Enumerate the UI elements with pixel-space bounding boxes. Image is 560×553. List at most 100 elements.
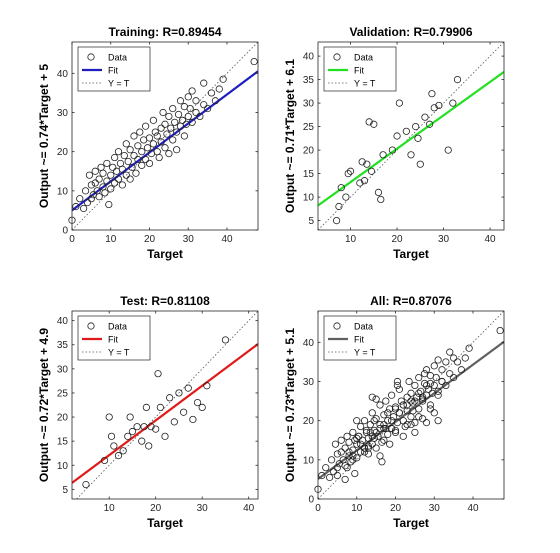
x-tick-label: 0 (69, 234, 75, 245)
data-point (192, 108, 200, 117)
x-tick-label: 10 (105, 234, 117, 245)
data-point (366, 420, 374, 429)
y-tick-label: 0 (62, 226, 68, 237)
data-point (420, 379, 429, 388)
y-tick-label: 10 (57, 186, 69, 197)
y-tick-label: 30 (303, 377, 315, 388)
data-point (388, 391, 396, 399)
axes-frame (317, 41, 505, 231)
data-point (136, 128, 144, 136)
axes-frame (71, 41, 259, 231)
y-axis-label: Output ~= 0.72*Target + 4.9 (37, 328, 51, 482)
data-point (430, 409, 438, 417)
data-point (333, 464, 341, 472)
data-point (411, 428, 419, 437)
data-point (157, 124, 165, 132)
y-tick-label: 20 (57, 413, 69, 424)
data-point (95, 175, 103, 183)
data-point (156, 403, 164, 412)
y-tick-label: 20 (303, 416, 315, 427)
data-point (366, 428, 374, 437)
data-point (411, 397, 419, 405)
data-point (147, 423, 155, 431)
data-point (151, 128, 159, 136)
y-tick-label: 25 (303, 122, 315, 133)
data-point (395, 409, 403, 417)
x-tick-label: 10 (345, 234, 357, 245)
data-point (111, 179, 119, 187)
legend-marker-data (87, 53, 95, 61)
data-point (189, 415, 197, 424)
data-point (159, 108, 167, 117)
legend-label: Y = T (354, 79, 376, 89)
data-point (461, 354, 469, 362)
data-point (364, 444, 372, 452)
chart-title: Training: R=0.89454 (108, 25, 221, 39)
data-point (105, 200, 113, 209)
data-point (402, 127, 410, 135)
data-point (435, 101, 443, 110)
data-point (118, 181, 126, 189)
data-point (438, 366, 446, 374)
data-point (380, 436, 388, 444)
chart-title: Validation: R=0.79906 (349, 25, 472, 39)
data-point (211, 97, 219, 105)
data-point (395, 385, 403, 393)
data-point (355, 432, 363, 440)
data-point (397, 397, 405, 405)
data-point (219, 75, 227, 83)
data-point (419, 415, 427, 423)
legend: Data Fit Y = T (323, 46, 397, 92)
data-point (122, 171, 130, 179)
data-point (80, 204, 88, 213)
data-point (380, 411, 388, 419)
data-point (378, 438, 386, 446)
data-point (465, 344, 473, 352)
data-point (444, 146, 452, 154)
data-point (391, 405, 400, 413)
data-point (161, 144, 169, 152)
panel-1: 10 20 30 40 5 10 15 20 25 30 35 40 Validation: R=0.7… (283, 25, 505, 261)
data-point (110, 442, 118, 450)
data-point (152, 425, 160, 433)
data-point (341, 475, 349, 484)
x-tick-label: 30 (197, 503, 209, 514)
data-point (196, 112, 204, 121)
data-point (91, 167, 99, 175)
data-point (382, 397, 390, 405)
data-point (412, 123, 420, 131)
legend-label: Data (354, 322, 373, 332)
x-tick-label: 0 (315, 503, 321, 514)
data-point (173, 128, 181, 136)
data-point (91, 179, 99, 187)
legend-label: Y = T (108, 79, 130, 89)
data-point (329, 467, 338, 476)
data-point (374, 188, 383, 196)
data-point (384, 417, 392, 425)
data-point (411, 419, 419, 427)
data-point (446, 370, 454, 378)
data-point (103, 159, 111, 168)
data-point (335, 202, 343, 211)
data-point (155, 153, 163, 162)
legend-label: Y = T (108, 348, 130, 358)
data-point (430, 362, 438, 370)
data-point (377, 195, 385, 204)
data-point (215, 85, 223, 93)
y-tick-label: 20 (57, 147, 69, 158)
data-point (450, 373, 458, 382)
legend-marker-data (333, 322, 341, 330)
x-tick-label: 20 (391, 234, 403, 245)
data-point (145, 134, 154, 142)
y-tick-label: 40 (57, 69, 69, 80)
data-point (107, 171, 115, 179)
data-point (376, 401, 384, 409)
data-point (327, 456, 336, 464)
data-point (176, 97, 185, 105)
data-point (434, 391, 442, 399)
data-point (120, 151, 128, 160)
data-point (149, 116, 157, 124)
data-point (364, 450, 372, 458)
data-point (138, 437, 146, 445)
